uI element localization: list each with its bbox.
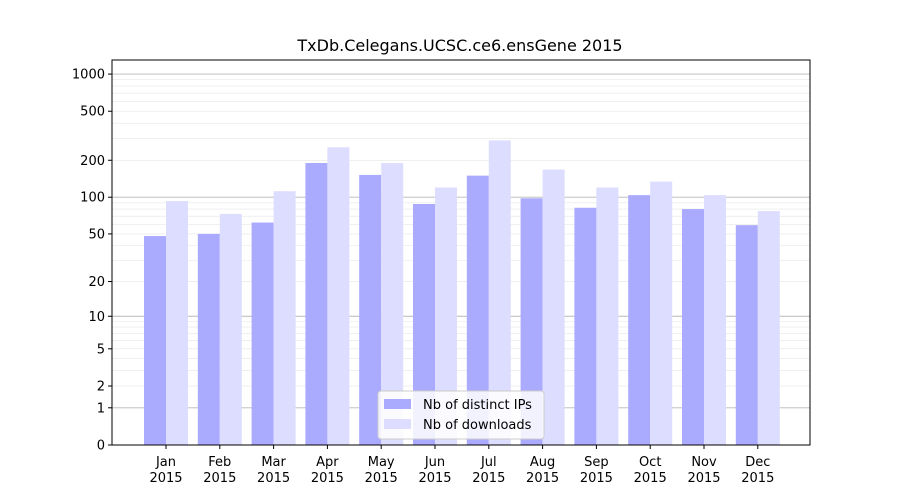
x-tick-label-month: Nov — [691, 455, 717, 470]
bar-downloads — [327, 147, 350, 445]
y-tick-label: 500 — [80, 105, 105, 120]
x-tick-label-month: Mar — [261, 455, 286, 470]
y-axis: 0 1 2 5 10 20 50 100 200 500 1000 — [72, 68, 112, 454]
x-tick-label-month: Apr — [316, 455, 339, 470]
bar-distinct-ips — [197, 233, 220, 445]
bar-downloads — [596, 187, 619, 446]
x-tick-label-year: 2015 — [741, 471, 774, 486]
x-tick-label-month: Aug — [530, 455, 555, 470]
bar-distinct-ips — [466, 175, 489, 446]
legend-box — [377, 390, 545, 440]
bar-downloads — [273, 191, 296, 445]
bar-distinct-ips — [144, 236, 166, 445]
x-tick-label-year: 2015 — [472, 471, 505, 486]
legend-swatch — [384, 419, 411, 429]
x-tick-label-year: 2015 — [257, 471, 290, 486]
bar-distinct-ips — [413, 204, 435, 445]
x-tick-label-year: 2015 — [634, 471, 667, 486]
x-tick-label-year: 2015 — [203, 471, 236, 486]
bar-distinct-ips — [682, 209, 704, 445]
bar-downloads — [542, 169, 565, 445]
y-tick-label: 2 — [97, 380, 105, 395]
x-tick-label-month: Oct — [639, 455, 661, 470]
x-tick-label-year: 2015 — [418, 471, 451, 486]
x-tick-label-month: Jan — [155, 455, 176, 470]
x-tick-label-year: 2015 — [149, 471, 182, 486]
x-tick-label-month: May — [368, 455, 395, 470]
plot-frame — [111, 59, 811, 446]
x-tick-label-month: Jun — [424, 455, 445, 470]
y-tick-label: 20 — [88, 275, 105, 290]
x-tick-label-year: 2015 — [526, 471, 559, 486]
bar-downloads — [757, 211, 780, 445]
x-tick-label-month: Sep — [584, 455, 609, 470]
x-tick-label-year: 2015 — [687, 471, 720, 486]
y-tick-label: 5 — [97, 342, 105, 357]
legend: Nb of distinct IPs Nb of downloads — [377, 390, 545, 440]
bar-downloads — [219, 213, 242, 445]
bar-distinct-ips — [359, 174, 382, 445]
bar-distinct-ips — [305, 163, 328, 446]
y-tick-label: 1000 — [72, 68, 105, 83]
bar-downloads — [381, 163, 404, 446]
y-tick-label: 0 — [97, 439, 105, 454]
y-tick-label: 50 — [88, 227, 105, 242]
bar-downloads — [650, 181, 673, 445]
bar-downloads — [704, 195, 726, 445]
bar-downloads — [166, 201, 188, 445]
bar-downloads — [435, 187, 457, 446]
x-axis: Jan2015Feb2015Mar2015Apr2015May2015Jun20… — [149, 445, 774, 486]
x-tick-label-year: 2015 — [365, 471, 398, 486]
x-tick-label-year: 2015 — [311, 471, 344, 486]
y-tick-label: 10 — [88, 310, 105, 325]
y-tick-label: 200 — [80, 154, 105, 169]
bars — [144, 140, 780, 446]
bar-distinct-ips — [574, 207, 597, 445]
x-tick-label-month: Feb — [208, 455, 231, 470]
bar-distinct-ips — [251, 222, 274, 445]
legend-swatch — [384, 399, 411, 409]
bar-downloads — [488, 140, 511, 445]
legend-entry: Nb of downloads — [423, 418, 532, 433]
bar-distinct-ips — [520, 198, 543, 445]
legend-entry: Nb of distinct IPs — [423, 398, 532, 413]
chart-title: TxDb.Celegans.UCSC.ce6.ensGene 2015 — [296, 36, 622, 55]
x-tick-label-month: Dec — [745, 455, 770, 470]
x-tick-label-year: 2015 — [580, 471, 613, 486]
y-tick-label: 100 — [80, 191, 105, 206]
bar-distinct-ips — [628, 195, 651, 445]
y-tick-label: 1 — [97, 401, 105, 416]
bar-distinct-ips — [735, 225, 758, 445]
x-tick-label-month: Jul — [480, 455, 497, 470]
